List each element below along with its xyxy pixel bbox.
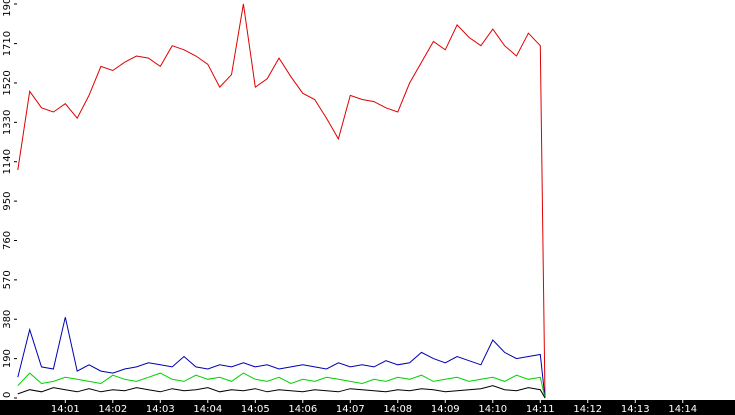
- x-axis-strip: [0, 400, 735, 415]
- x-tick-label: 14:13: [621, 404, 650, 415]
- series-line: [17, 385, 546, 399]
- x-tick-label: 14:14: [668, 404, 697, 415]
- x-tick-label: 14:07: [336, 404, 365, 415]
- series-line: [17, 372, 546, 399]
- y-tick-label: 190: [2, 349, 13, 368]
- y-tick-label: 760: [2, 231, 13, 250]
- y-tick-label: 1330: [2, 110, 13, 135]
- x-tick-label: 14:04: [193, 404, 222, 415]
- x-tick-label: 14:11: [526, 404, 555, 415]
- x-tick-label: 14:02: [98, 404, 127, 415]
- y-tick-label: 570: [2, 270, 13, 289]
- x-tick-label: 14:01: [51, 404, 80, 415]
- x-tick-label: 14:05: [241, 404, 270, 415]
- y-tick-label: 1710: [2, 31, 13, 56]
- y-tick-label: 1520: [2, 70, 13, 95]
- x-tick-label: 14:10: [478, 404, 507, 415]
- x-tick-label: 14:03: [146, 404, 175, 415]
- x-tick-label: 14:09: [431, 404, 460, 415]
- x-tick-label: 14:06: [288, 404, 317, 415]
- y-tick-label: 0: [2, 392, 13, 398]
- series-line: [17, 317, 546, 399]
- y-tick-label: 380: [2, 310, 13, 329]
- y-tick-label: 1140: [2, 149, 13, 174]
- y-tick-label: 950: [2, 192, 13, 211]
- series-line: [17, 3, 546, 399]
- x-tick-label: 14:12: [573, 404, 602, 415]
- x-tick-label: 14:08: [383, 404, 412, 415]
- y-tick-label: 1901: [2, 0, 13, 17]
